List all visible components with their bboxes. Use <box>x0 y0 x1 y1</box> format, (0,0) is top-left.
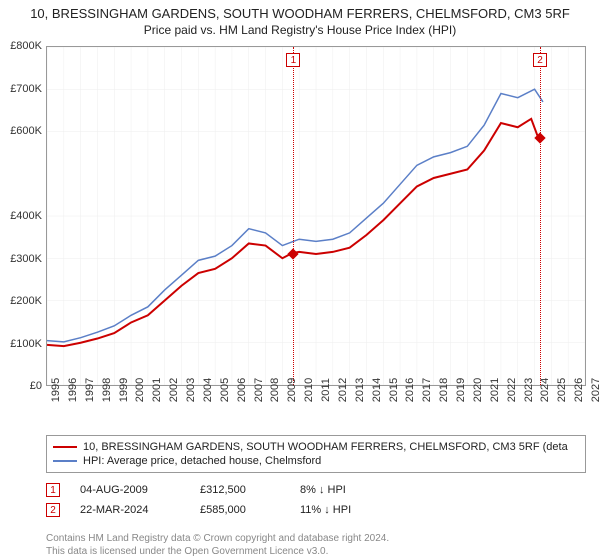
chart-title: 10, BRESSINGHAM GARDENS, SOUTH WOODHAM F… <box>0 0 600 23</box>
x-axis-label: 2006 <box>236 378 248 402</box>
legend: 10, BRESSINGHAM GARDENS, SOUTH WOODHAM F… <box>46 435 586 473</box>
legend-item: HPI: Average price, detached house, Chel… <box>53 454 579 468</box>
x-axis-label: 2011 <box>320 378 332 402</box>
y-axis-label: £200K <box>0 295 42 307</box>
x-axis-label: 2008 <box>269 378 281 402</box>
sale-diff: 8% ↓ HPI <box>300 484 400 496</box>
x-axis-label: 2000 <box>134 378 146 402</box>
x-axis-label: 2027 <box>590 378 600 402</box>
sale-price: £585,000 <box>200 504 280 516</box>
chart-subtitle: Price paid vs. HM Land Registry's House … <box>0 23 600 41</box>
x-axis-label: 2003 <box>185 378 197 402</box>
series-hpi <box>47 89 543 342</box>
x-axis-label: 2019 <box>455 378 467 402</box>
x-axis-label: 2021 <box>489 378 501 402</box>
legend-swatch <box>53 460 77 462</box>
attribution: Contains HM Land Registry data © Crown c… <box>46 533 586 558</box>
sale-row: 1 04-AUG-2009 £312,500 8% ↓ HPI <box>46 480 586 500</box>
sales-table: 1 04-AUG-2009 £312,500 8% ↓ HPI 2 22-MAR-2024… <box>46 480 586 520</box>
sale-guideline-1 <box>293 47 294 385</box>
x-axis-label: 1997 <box>84 378 96 402</box>
x-axis-label: 2009 <box>286 378 298 402</box>
x-axis-label: 2025 <box>556 378 568 402</box>
x-axis-label: 2010 <box>303 378 315 402</box>
x-axis-label: 2012 <box>337 378 349 402</box>
x-axis-label: 1996 <box>67 378 79 402</box>
y-axis-label: £600K <box>0 125 42 137</box>
sale-marker-label-2: 2 <box>533 53 547 67</box>
x-axis-label: 2017 <box>421 378 433 402</box>
y-axis-label: £400K <box>0 210 42 222</box>
sale-date: 04-AUG-2009 <box>80 484 180 496</box>
attribution-line1: Contains HM Land Registry data © Crown c… <box>46 533 586 546</box>
legend-label: 10, BRESSINGHAM GARDENS, SOUTH WOODHAM F… <box>83 441 568 453</box>
sale-guideline-2 <box>540 47 541 385</box>
x-axis-label: 2016 <box>404 378 416 402</box>
line-plot-svg <box>47 47 585 385</box>
x-axis-label: 2004 <box>202 378 214 402</box>
sale-date: 22-MAR-2024 <box>80 504 180 516</box>
x-axis-label: 1999 <box>118 378 130 402</box>
sale-number-badge: 1 <box>46 483 60 497</box>
x-axis-label: 2005 <box>219 378 231 402</box>
attribution-line2: This data is licensed under the Open Gov… <box>46 546 586 559</box>
x-axis-label: 2023 <box>523 378 535 402</box>
y-axis-label: £300K <box>0 253 42 265</box>
x-axis-label: 1995 <box>50 378 62 402</box>
y-axis-label: £700K <box>0 83 42 95</box>
x-axis-label: 2022 <box>506 378 518 402</box>
x-axis-label: 2026 <box>573 378 585 402</box>
x-axis-label: 2007 <box>253 378 265 402</box>
x-axis-label: 2015 <box>388 378 400 402</box>
x-axis-label: 2020 <box>472 378 484 402</box>
y-axis-label: £0 <box>0 380 42 392</box>
sale-number-badge: 2 <box>46 503 60 517</box>
x-axis-label: 2002 <box>168 378 180 402</box>
x-axis-label: 1998 <box>101 378 113 402</box>
legend-swatch <box>53 446 77 448</box>
x-axis-label: 2024 <box>539 378 551 402</box>
x-axis-label: 2013 <box>354 378 366 402</box>
chart-container: { "title": "10, BRESSINGHAM GARDENS, SOU… <box>0 0 600 560</box>
sale-row: 2 22-MAR-2024 £585,000 11% ↓ HPI <box>46 500 586 520</box>
legend-item: 10, BRESSINGHAM GARDENS, SOUTH WOODHAM F… <box>53 440 579 454</box>
sale-marker-label-1: 1 <box>286 53 300 67</box>
sale-price: £312,500 <box>200 484 280 496</box>
y-axis-label: £100K <box>0 338 42 350</box>
sale-diff: 11% ↓ HPI <box>300 504 400 516</box>
plot-area: 12 <box>46 46 586 386</box>
legend-label: HPI: Average price, detached house, Chel… <box>83 455 321 467</box>
x-axis-label: 2018 <box>438 378 450 402</box>
x-axis-label: 2014 <box>371 378 383 402</box>
x-axis-label: 2001 <box>151 378 163 402</box>
y-axis-label: £800K <box>0 40 42 52</box>
